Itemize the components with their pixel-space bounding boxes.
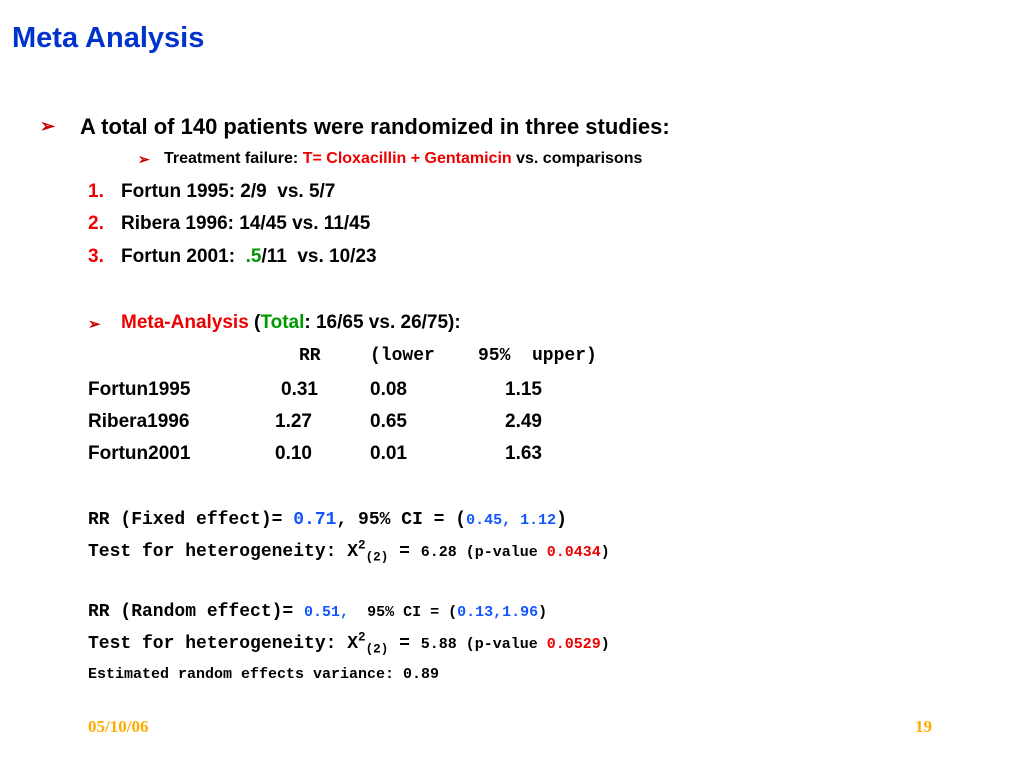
treatment-failure-line: Treatment failure: T= Cloxacillin + Gent…	[164, 150, 642, 168]
fixed-label: RR (Fixed effect)=	[88, 510, 294, 530]
table-header-upper: upper)	[532, 346, 597, 366]
study-text: Fortun 2001: .5/11 vs. 10/23	[121, 246, 377, 268]
table-row-upper: 1.15	[505, 379, 542, 400]
het-random-p-label: (p-value	[456, 636, 547, 653]
sub-bullet-arrow-icon: ➢	[138, 151, 150, 167]
het-fixed-stat: 6.28	[420, 544, 457, 561]
meta-rest: : 16/65 vs. 26/75):	[304, 312, 461, 333]
table-row-rr: 0.10	[275, 443, 312, 464]
meta-open: (	[248, 312, 261, 333]
study-text: Ribera 1996: 14/45 vs. 11/45	[121, 213, 371, 234]
treatment-highlight: T= Cloxacillin + Gentamicin	[302, 150, 512, 167]
footer-date: 05/10/06	[88, 717, 149, 736]
random-rr: 0.51,	[304, 604, 350, 621]
random-ci: 0.13,1.96	[457, 604, 539, 621]
study-number: 3.	[88, 246, 104, 267]
table-row-name: Ribera1996	[88, 411, 190, 432]
het-fixed-close: )	[600, 544, 610, 561]
table-row-upper: 2.49	[505, 411, 542, 432]
heterogeneity-random-line: Test for heterogeneity: X2(2) = 5.88 (p-…	[88, 631, 610, 657]
meta-bullet-arrow-icon: ➢	[88, 316, 101, 333]
het-random-p: 0.0529	[546, 636, 601, 653]
treatment-prefix: Treatment failure:	[164, 150, 303, 167]
footer-page-number: 19	[915, 717, 932, 736]
fixed-effect-line: RR (Fixed effect)= 0.71, 95% CI = (0.45,…	[88, 510, 567, 530]
random-effect-line: RR (Random effect)= 0.51, 95% CI = (0.13…	[88, 602, 547, 622]
study-text-a: Fortun 2001:	[121, 246, 246, 267]
fixed-rr: 0.71	[293, 510, 337, 530]
table-row-lower: 0.65	[370, 411, 407, 432]
het-random-sup: 2	[358, 630, 366, 645]
het-random-stat: 5.88	[420, 636, 457, 653]
table-row-name: Fortun2001	[88, 443, 191, 464]
random-label: RR (Random effect)=	[88, 602, 305, 622]
table-row-lower: 0.08	[370, 379, 407, 400]
study-number: 1.	[88, 181, 104, 202]
het-random-label: Test for heterogeneity: X	[88, 634, 359, 654]
random-variance-line: Estimated random effects variance: 0.89	[88, 666, 440, 683]
table-row-name: Fortun1995	[88, 379, 191, 400]
study-number: 2.	[88, 213, 104, 234]
het-random-sub: (2)	[365, 642, 389, 657]
heterogeneity-fixed-line: Test for heterogeneity: X2(2) = 6.28 (p-…	[88, 539, 610, 565]
fixed-ci: 0.45, 1.12	[466, 512, 557, 529]
study-text-b: /11 vs. 10/23	[261, 246, 377, 267]
table-header-rr: RR	[299, 346, 321, 366]
het-fixed-p-label: (p-value	[456, 544, 547, 561]
treatment-suffix: vs. comparisons	[511, 150, 643, 167]
het-fixed-p: 0.0434	[546, 544, 601, 561]
table-header-lower: (lower	[370, 346, 435, 366]
study-text: Fortun 1995: 2/9 vs. 5/7	[121, 181, 336, 202]
het-fixed-sub: (2)	[365, 550, 389, 565]
meta-label: Meta-Analysis	[121, 312, 249, 333]
het-random-close: )	[600, 636, 610, 653]
table-row-rr: 1.27	[275, 411, 312, 432]
page-title: Meta Analysis	[12, 22, 205, 54]
intro-text: A total of 140 patients were randomized …	[80, 114, 670, 139]
het-fixed-sup: 2	[358, 538, 366, 553]
study-text-green: .5	[245, 246, 262, 267]
fixed-close: )	[556, 510, 567, 530]
table-header-ci: 95%	[478, 346, 511, 366]
het-random-eq: =	[388, 634, 421, 654]
table-row-upper: 1.63	[505, 443, 542, 464]
bullet-arrow-icon: ➢	[40, 116, 56, 136]
meta-analysis-line: Meta-Analysis (Total: 16/65 vs. 26/75):	[121, 312, 461, 334]
random-close: )	[538, 604, 548, 621]
random-ci-label: 95% CI = (	[349, 604, 458, 621]
table-row-lower: 0.01	[370, 443, 407, 464]
table-row-rr: 0.31	[281, 379, 318, 400]
fixed-ci-label: , 95% CI = (	[336, 510, 467, 530]
meta-total: Total	[260, 312, 305, 333]
het-fixed-label: Test for heterogeneity: X	[88, 542, 359, 562]
het-fixed-eq: =	[388, 542, 421, 562]
